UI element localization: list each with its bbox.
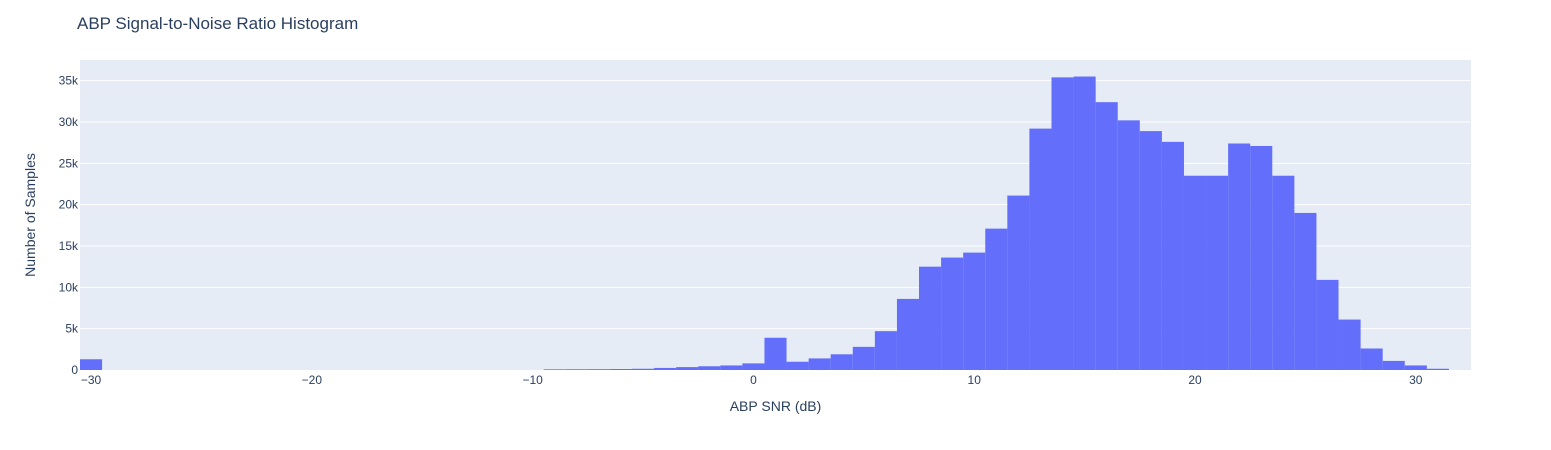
histogram-bar[interactable] — [698, 366, 721, 370]
histogram-bar[interactable] — [1316, 279, 1339, 370]
histogram-bar[interactable] — [985, 228, 1008, 370]
histogram-bar[interactable] — [1029, 128, 1052, 370]
histogram-bar[interactable] — [1117, 120, 1140, 370]
y-tick-label: 30k — [59, 115, 79, 129]
histogram-bar[interactable] — [1073, 76, 1096, 371]
y-tick-label: 15k — [59, 239, 79, 253]
x-tick-label: −30 — [81, 373, 102, 387]
histogram-bar[interactable] — [1095, 102, 1118, 370]
histogram-bar[interactable] — [720, 365, 743, 370]
histogram-bar[interactable] — [963, 252, 986, 370]
x-axis-title: ABP SNR (dB) — [730, 398, 822, 414]
x-tick-label: −10 — [522, 373, 543, 387]
histogram-bar[interactable] — [896, 298, 920, 370]
y-tick-label: 5k — [65, 322, 79, 336]
chart-title: ABP Signal-to-Noise Ratio Histogram — [77, 14, 359, 33]
histogram-bar[interactable] — [676, 367, 699, 370]
y-tick-label: 10k — [59, 280, 79, 294]
histogram-bar[interactable] — [919, 266, 942, 370]
histogram-bar[interactable] — [874, 331, 897, 370]
histogram-bar[interactable] — [1206, 175, 1229, 370]
y-axis-ticks: 0 5k 10k 15k 20k 25k 30k 35k — [59, 74, 79, 377]
histogram-bar[interactable] — [1404, 365, 1427, 370]
histogram-bar[interactable] — [587, 369, 610, 370]
histogram-bar[interactable] — [1382, 360, 1405, 370]
histogram-bar[interactable] — [852, 346, 875, 370]
histogram-bar[interactable] — [1360, 348, 1383, 370]
y-tick-label: 25k — [59, 156, 79, 170]
histogram-bar[interactable] — [830, 354, 853, 370]
histogram-bar[interactable] — [565, 369, 588, 370]
histogram-bar[interactable] — [654, 367, 677, 370]
histogram-bar[interactable] — [1338, 319, 1361, 370]
histogram-bar[interactable] — [1007, 195, 1030, 370]
histogram-bar[interactable] — [1183, 175, 1207, 370]
y-tick-label: 20k — [59, 198, 79, 212]
histogram-bar[interactable] — [1272, 175, 1295, 370]
histogram-bar[interactable] — [1426, 368, 1449, 370]
histogram-bar[interactable] — [543, 369, 566, 370]
histogram-bar[interactable] — [941, 257, 964, 370]
histogram-bar[interactable] — [1139, 131, 1162, 370]
histogram-bar[interactable] — [631, 368, 655, 370]
histogram-bar[interactable] — [742, 363, 765, 370]
histogram-bar[interactable] — [1250, 145, 1273, 370]
y-axis-title: Number of Samples — [22, 153, 38, 277]
histogram-bar[interactable] — [80, 359, 103, 370]
x-tick-label: −20 — [302, 373, 323, 387]
histogram-bar[interactable] — [1228, 143, 1251, 370]
histogram-bar[interactable] — [1051, 77, 1074, 371]
histogram-bar[interactable] — [764, 337, 787, 370]
histogram-bar[interactable] — [1161, 141, 1184, 370]
x-axis-ticks: −30 −20 −10 0 10 20 30 — [81, 373, 1423, 387]
x-tick-label: 20 — [1188, 373, 1202, 387]
histogram-bar[interactable] — [609, 369, 632, 370]
y-tick-label: 0 — [71, 363, 78, 377]
histogram-bar[interactable] — [786, 361, 809, 370]
y-tick-label: 35k — [59, 74, 79, 88]
histogram-bar[interactable] — [808, 358, 831, 370]
x-tick-label: 30 — [1409, 373, 1423, 387]
x-tick-label: 10 — [968, 373, 982, 387]
histogram-bar[interactable] — [1294, 212, 1317, 370]
x-tick-label: 0 — [750, 373, 757, 387]
bars — [80, 76, 1449, 371]
